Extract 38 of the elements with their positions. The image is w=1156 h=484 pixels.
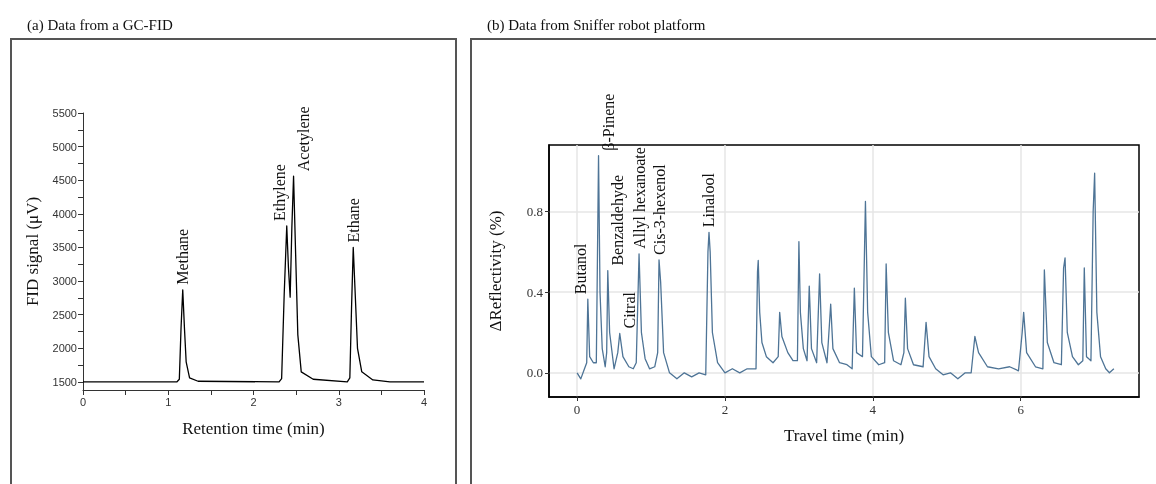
annotation: Cis-3-hexenol [650, 163, 668, 255]
annotation: Citral [621, 291, 639, 329]
y-tick-label: 5500 [52, 107, 77, 119]
y-tick-label: 3000 [52, 275, 77, 288]
y-axis-title: FID signal (μV) [23, 196, 42, 307]
chart-title: (a) Data from a GC-FID [27, 16, 173, 34]
x-tick-label: 0 [573, 402, 581, 417]
y-axis-title: ΔReflectivity (%) [486, 210, 505, 332]
x-tick-label: 6 [1017, 402, 1025, 417]
y-tick-label: 0.0 [526, 365, 543, 381]
y-tick-label: 1500 [52, 375, 77, 388]
annotation: β-Pinene [600, 93, 619, 151]
y-tick-label: 0.8 [526, 204, 543, 220]
y-tick-label: 2500 [52, 308, 77, 321]
annotation: Acetylene [295, 106, 314, 172]
annotation: Benzaldehyde [609, 174, 628, 266]
x-tick-label: 3 [335, 395, 342, 408]
y-tick-label: 3500 [52, 241, 77, 254]
x-tick-label: 1 [165, 395, 172, 408]
annotation: Butanol [572, 243, 590, 295]
annotation: Ethane [344, 198, 362, 243]
x-tick-label: 4 [420, 395, 428, 408]
annotation: Methane [174, 228, 192, 285]
annotation: Ethylene [271, 164, 290, 221]
chart-title: (b) Data from Sniffer robot platform [487, 16, 706, 34]
y-tick-label: 0.4 [526, 284, 544, 300]
x-tick-label: 2 [250, 395, 257, 408]
x-tick-label: 4 [869, 402, 877, 417]
y-tick-label: 4500 [52, 174, 77, 187]
x-tick-label: 2 [721, 402, 729, 417]
x-tick-label: 0 [79, 395, 87, 408]
y-tick-label: 5000 [52, 140, 77, 153]
annotation: Allyl hexanoate [630, 147, 649, 249]
x-axis-title: Retention time (min) [182, 419, 325, 438]
y-tick-label: 2000 [52, 342, 77, 355]
x-axis-title: Travel time (min) [783, 426, 905, 445]
y-tick-label: 4000 [52, 207, 77, 220]
annotation: Linalool [700, 172, 718, 228]
